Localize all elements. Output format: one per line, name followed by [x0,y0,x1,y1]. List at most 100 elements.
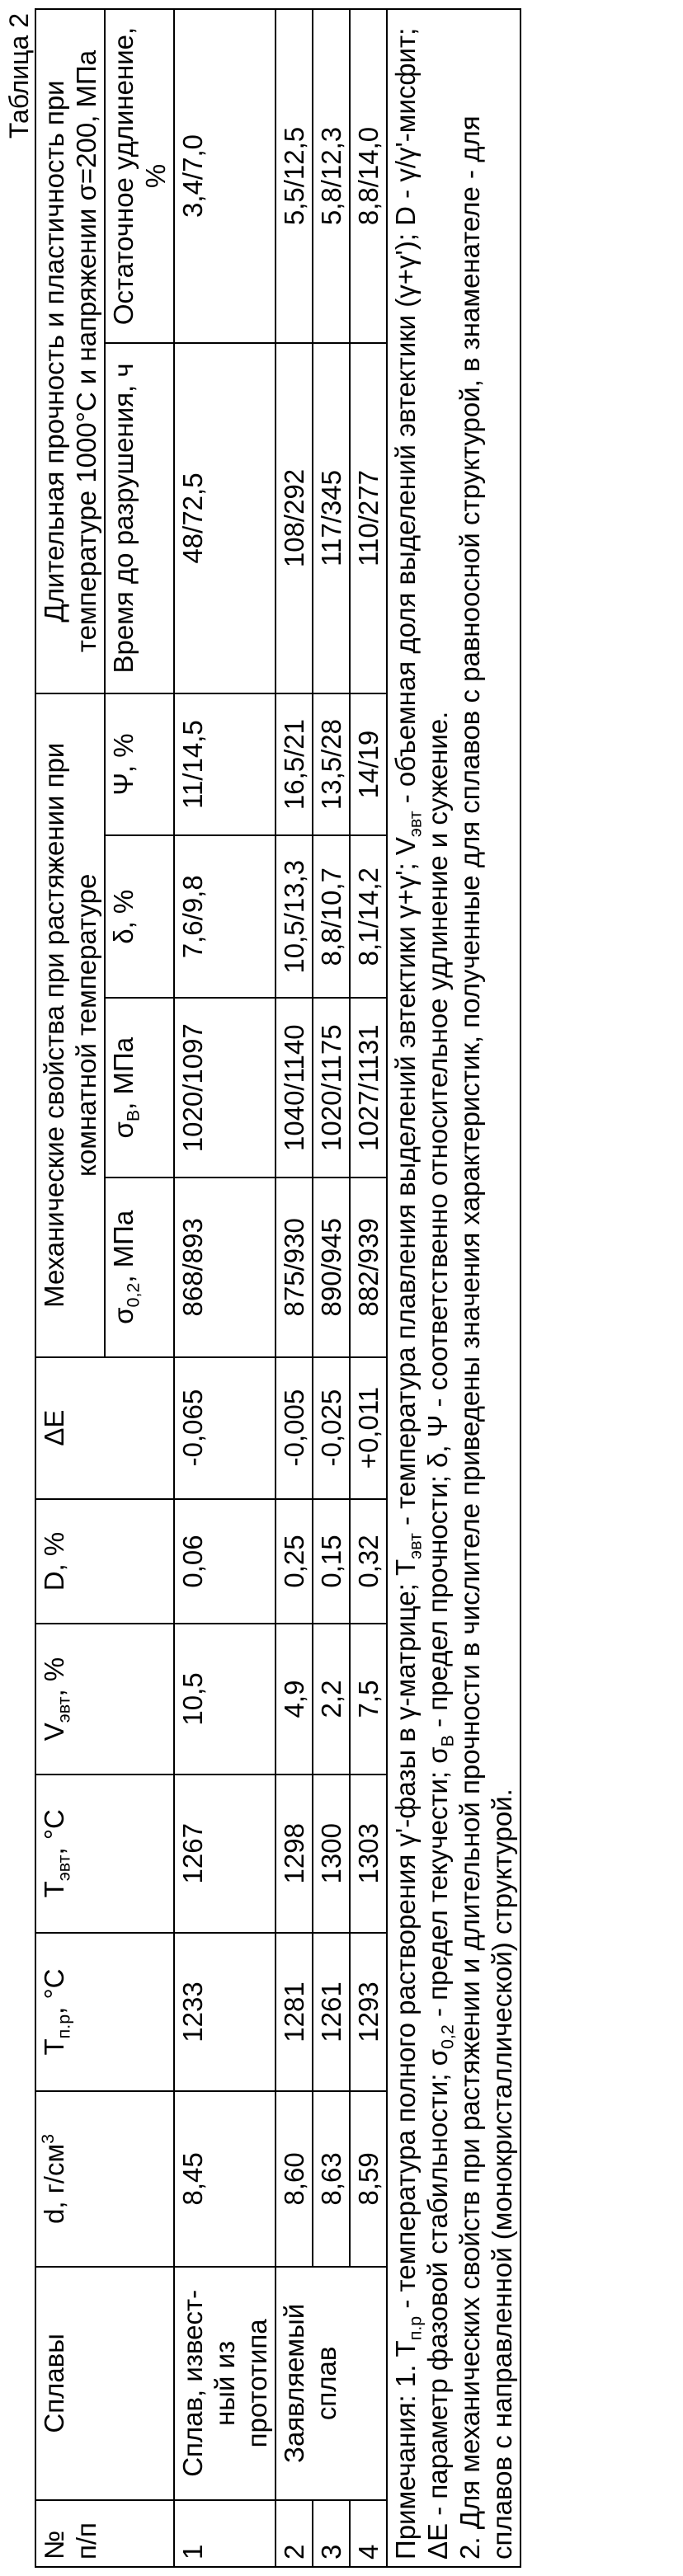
table-cell: 1281 [276,1933,313,2091]
table-cell: 1027/1131 [350,998,387,1178]
table-cell: 14/19 [350,693,387,835]
header-cell: № п/п [35,2500,174,2567]
table-cell: 1293 [350,1933,387,2091]
table-cell: 1267 [174,1775,276,1933]
table-cell: 8,8/10,7 [313,835,350,998]
note: Примечания: 1. Тп.р - температура полног… [389,16,454,2560]
table-cell: 0,32 [350,1499,387,1624]
table-cell: 868/893 [174,1178,276,1357]
header-cell: Сплавы [35,2267,174,2500]
table-row: 3 8,63126113002,20,15-0,025890/9451020/11… [313,9,350,2567]
header-cell: ΔЕ [35,1357,174,1499]
table-cell: 8,59 [350,2091,387,2267]
table-cell: 110/277 [350,343,387,693]
text: Т [39,2038,69,2055]
table-cell: 108/292 [276,343,313,693]
index-text: В [124,1110,144,1121]
table-cell: 1300 [313,1775,350,1933]
text: σ [108,1307,139,1323]
table-cell: 0,25 [276,1499,313,1624]
text: V [39,1723,69,1741]
text: , МПа [108,1037,139,1110]
header-cell: Время до разрушения, ч [105,343,174,693]
index-text: 3 [38,2134,58,2144]
header-cell: d, г/см3 [35,2091,174,2267]
table-cell: -0,025 [313,1357,350,1499]
table-cell: 882/939 [350,1178,387,1357]
table-cell: 8,45 [174,2091,276,2267]
table-cell: 1 [174,2500,276,2567]
table-cell: 1020/1175 [313,998,350,1178]
header-cell: Длительная прочность и пластичность при … [35,9,105,693]
table-cell: 1040/1140 [276,998,313,1178]
text: , МПа [108,1210,139,1283]
table-cell: 4 [350,2500,387,2567]
text: σ [108,1121,139,1138]
table-cell: 48/72,5 [174,343,276,693]
text: Т [39,1881,69,1897]
text: , % [39,1657,69,1697]
table-cell: 10,5/13,3 [276,835,313,998]
table-caption: Таблица 2 [3,8,35,2568]
index-text: п.р [54,2014,74,2039]
table-cell: 875/930 [276,1178,313,1357]
table-cell: -0,005 [276,1357,313,1499]
table-cell: 0,15 [313,1499,350,1624]
table-cell: 3,4/7,0 [174,9,276,343]
table-cell: -0,065 [174,1357,276,1499]
table-cell: Сплав, извест- ный из прототипа [174,2267,276,2500]
header-cell: Ψ, % [105,693,174,835]
header-cell: Остаточное удлинение, % [105,9,174,343]
text: - предел текучести; σ [422,1746,453,2024]
table-cell: 0,06 [174,1499,276,1624]
table-cell: 5,5/12,5 [276,9,313,343]
text: - температура полного растворения γ'-фаз… [390,1559,421,2316]
header-cell: δ, % [105,835,174,998]
table-cell: 7,5 [350,1624,387,1774]
table-cell: 1303 [350,1775,387,1933]
index-text: эвт [54,1854,74,1881]
table-cell: 11/14,5 [174,693,276,835]
table-cell: 7,6/9,8 [174,835,276,998]
text: , °С [39,1968,69,2014]
table-cell: Заявляемый сплав [276,2267,387,2500]
table-cell: 8,63 [313,2091,350,2267]
table-cell: 1298 [276,1775,313,1933]
notes: Примечания: 1. Тп.р - температура полног… [388,8,521,2568]
table-cell: 8,8/14,0 [350,9,387,343]
data-table: № п/п Сплавы d, г/см3 Тп.р, °С Тэвт, °С … [35,8,388,2568]
table-cell: 16,5/21 [276,693,313,835]
table-row: 2Заявляемый сплав8,60128112984,90,25-0,0… [276,9,313,2567]
text: , °С [39,1809,69,1854]
table-cell: 3 [313,2500,350,2567]
text: d, г/см [39,2144,69,2224]
header-cell: Тп.р, °С [35,1933,174,2091]
table-cell: 4,9 [276,1624,313,1774]
table-cell: 890/945 [313,1178,350,1357]
header-cell: Vэвт, % [35,1624,174,1774]
table-cell: 1233 [174,1933,276,2091]
table-cell: 5,8/12,3 [313,9,350,343]
note: 2. Для механических свойств при растяжен… [454,16,518,2560]
header-cell: Механические свойства при растяжении при… [35,693,105,1357]
header-cell: D, % [35,1499,174,1624]
table-cell: +0,011 [350,1357,387,1499]
index-text: 0,2 [124,1283,144,1308]
table-cell: 1261 [313,1933,350,2091]
table-cell: 10,5 [174,1624,276,1774]
text: Примечания: 1. Т [390,2340,421,2560]
header-cell: σВ, МПа [105,998,174,1178]
table-cell: 8,60 [276,2091,313,2267]
table-cell: 1020/1097 [174,998,276,1178]
index-text: эвт [54,1697,74,1723]
table-cell: 2,2 [313,1624,350,1774]
table-cell: 8,1/14,2 [350,835,387,998]
text: - температура плавления выделений эвтект… [390,837,421,1533]
table-row: 4 8,59129313037,50,32+0,011882/9391027/11… [350,9,387,2567]
table-row: 1Сплав, извест- ный из прототипа8,451233… [174,9,276,2567]
table-body: 1Сплав, извест- ный из прототипа8,451233… [174,9,387,2567]
table-cell: 117/345 [313,343,350,693]
table-cell: 2 [276,2500,313,2567]
